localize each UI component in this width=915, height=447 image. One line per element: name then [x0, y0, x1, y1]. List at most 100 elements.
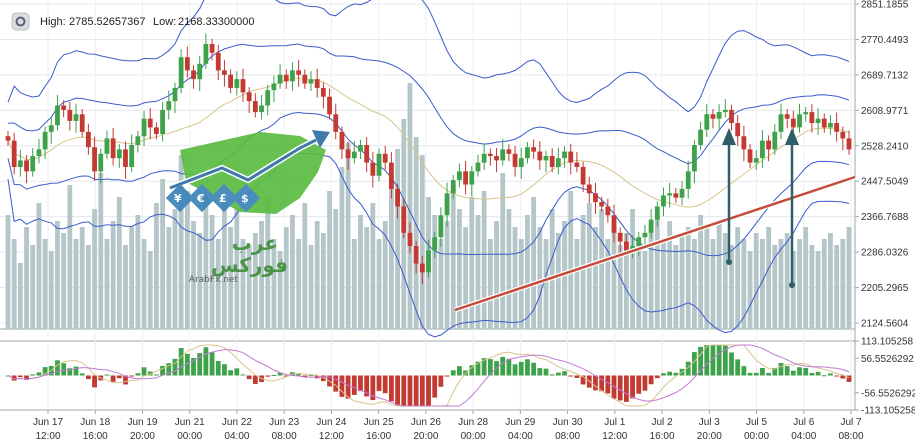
volume-bar — [729, 245, 734, 329]
osc-histogram-bar — [339, 375, 345, 397]
time-tick-time: 20:00 — [697, 431, 722, 442]
candle-body — [283, 74, 289, 82]
osc-histogram-bar — [197, 353, 203, 376]
candle-body — [722, 109, 728, 113]
volume-bar — [17, 263, 23, 329]
candle-body — [760, 140, 765, 159]
volume-bar — [747, 251, 753, 329]
candle-body — [648, 219, 654, 233]
volume-bar — [48, 251, 54, 329]
volume-bar — [772, 245, 778, 329]
volume-bar — [154, 203, 159, 329]
settings-button[interactable] — [11, 12, 30, 31]
osc-histogram-bar — [135, 373, 141, 376]
volume-bar — [790, 251, 796, 329]
volume-bar — [376, 239, 382, 329]
candle-body — [308, 79, 314, 84]
moving-average — [7, 77, 850, 208]
low-value: 2168.33300000 — [178, 16, 254, 28]
osc-histogram-bar — [790, 370, 796, 376]
candle-body — [358, 145, 363, 152]
volume-bar — [667, 221, 673, 329]
volume-bar — [636, 239, 642, 329]
volume-bar — [166, 227, 172, 329]
candle-body — [531, 147, 537, 152]
candlesticks — [5, 33, 852, 285]
osc-histogram-bar — [766, 372, 772, 376]
candle-body — [512, 153, 518, 167]
osc-histogram-bar — [469, 365, 475, 376]
candle-body — [846, 138, 852, 150]
price-tick-label: 2528.2410 — [861, 141, 909, 152]
candle-body — [129, 145, 135, 167]
volume-bar — [487, 239, 493, 329]
arrow-2[interactable] — [785, 128, 799, 288]
candle-body — [729, 109, 734, 124]
svg-text:€: € — [196, 192, 205, 205]
osc-histogram-bar — [512, 364, 518, 376]
osc-histogram-bar — [760, 367, 765, 376]
candle-body — [667, 193, 673, 196]
osc-histogram-bar — [450, 370, 456, 376]
volume-bar — [778, 239, 784, 329]
candle-body — [376, 153, 382, 176]
candle-body — [388, 162, 394, 189]
volume-bar — [444, 221, 450, 329]
time-tick-time: 16:00 — [83, 431, 108, 442]
candle-body — [314, 79, 320, 88]
time-tick-date: Jun 19 — [127, 417, 157, 428]
osc-histogram-bar — [593, 375, 598, 391]
volume-bar — [611, 227, 617, 329]
candle-body — [574, 162, 580, 167]
candle-body — [704, 114, 710, 130]
candle-body — [351, 151, 357, 159]
candle-body — [747, 149, 753, 163]
candle-body — [160, 109, 165, 135]
volume-bar — [85, 245, 91, 329]
osc-histogram-bar — [116, 375, 122, 379]
volume-bar — [753, 233, 759, 329]
price-tick-label: 2608.9771 — [861, 106, 909, 117]
osc-histogram-bar — [129, 375, 135, 377]
volume-bar — [61, 233, 67, 329]
candle-body — [290, 70, 295, 82]
volume-bar — [815, 251, 821, 329]
time-tick-time: 12:00 — [319, 431, 344, 442]
candle-body — [320, 87, 326, 97]
volume-bar — [345, 143, 351, 329]
candle-body — [586, 184, 592, 194]
volume-bar — [240, 239, 246, 329]
trendline[interactable] — [454, 175, 856, 312]
osc-histogram-bar — [562, 371, 567, 376]
volume-bar — [314, 221, 320, 329]
candle-body — [197, 63, 203, 80]
osc-histogram-bar — [784, 366, 790, 376]
osc-histogram-bar — [376, 375, 382, 391]
volume-bar — [388, 173, 394, 329]
osc-histogram-bar — [172, 358, 178, 376]
candle-body — [382, 153, 388, 163]
osc-histogram-bar — [580, 375, 586, 385]
price-tick-label: 2205.2965 — [861, 283, 909, 294]
osc-histogram-bar — [296, 374, 302, 376]
candle-body — [636, 237, 642, 246]
candle-body — [698, 129, 703, 146]
candle-body — [42, 131, 48, 150]
time-tick-date: Jun 22 — [222, 417, 252, 428]
arrow-1[interactable] — [722, 128, 736, 265]
price-tick-label: 2286.0326 — [861, 248, 909, 259]
volume-bar — [271, 239, 277, 329]
osc-histogram-bar — [407, 375, 413, 407]
candle-body — [797, 114, 802, 128]
osc-histogram-bar — [277, 372, 283, 376]
candle-body — [828, 123, 833, 128]
osc-histogram-bar — [370, 375, 376, 401]
volume-bar — [407, 83, 413, 329]
volume-bar — [98, 173, 104, 329]
candle-body — [438, 215, 444, 238]
volume-bar — [617, 245, 623, 329]
volume-bar — [642, 251, 648, 329]
candle-body — [215, 52, 221, 71]
osc-histogram-bar — [215, 361, 221, 376]
